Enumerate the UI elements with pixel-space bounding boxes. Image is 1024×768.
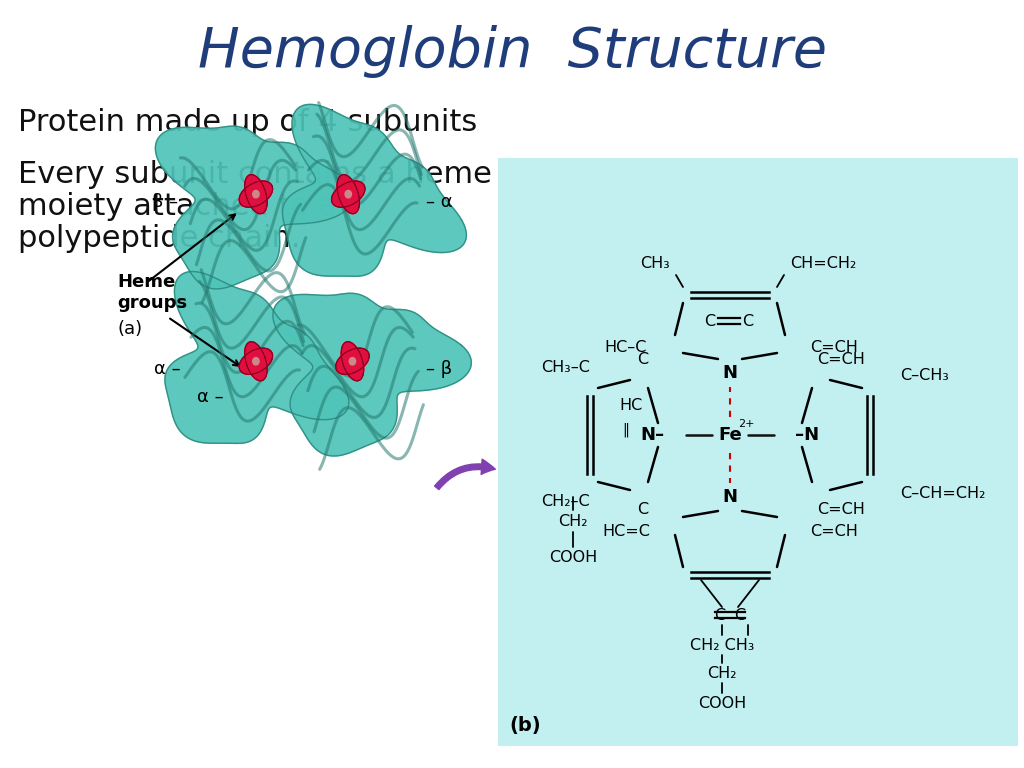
Text: – α: – α [426, 193, 453, 210]
Text: Protein made up of 4 subunits: Protein made up of 4 subunits [18, 108, 477, 137]
Text: C: C [637, 502, 648, 518]
Polygon shape [337, 174, 359, 214]
Circle shape [253, 190, 259, 198]
Bar [498, 158, 1018, 746]
Polygon shape [336, 348, 369, 374]
Text: CH₂–C: CH₂–C [542, 495, 590, 509]
Text: Every subunit contains a heme: Every subunit contains a heme [18, 160, 492, 189]
Circle shape [345, 190, 351, 198]
Polygon shape [245, 342, 267, 381]
Text: C=CH: C=CH [810, 340, 858, 356]
Text: CH₂: CH₂ [558, 515, 588, 529]
Text: N: N [723, 364, 737, 382]
Polygon shape [341, 342, 364, 381]
Text: C=CH: C=CH [817, 502, 865, 518]
Polygon shape [332, 181, 365, 207]
Text: polypeptide chain.: polypeptide chain. [18, 224, 300, 253]
Text: C–CH₃: C–CH₃ [900, 369, 949, 383]
Text: Heme
groups: Heme groups [118, 273, 187, 312]
Polygon shape [245, 174, 267, 214]
Polygon shape [240, 348, 272, 374]
Text: N–: N– [641, 426, 665, 444]
Text: C: C [734, 607, 745, 623]
Text: COOH: COOH [698, 696, 746, 710]
Polygon shape [337, 174, 359, 214]
Text: C: C [705, 313, 716, 329]
Text: C–CH=CH₂: C–CH=CH₂ [900, 486, 985, 502]
Text: CH₃–C: CH₃–C [541, 360, 590, 376]
Text: CH₂: CH₂ [708, 666, 736, 680]
Text: C=CH: C=CH [817, 353, 865, 368]
Circle shape [253, 358, 259, 365]
Text: ‖: ‖ [623, 422, 630, 437]
Polygon shape [332, 181, 365, 207]
Text: Hemoglobin  Structure: Hemoglobin Structure [198, 25, 826, 78]
Text: CH₃: CH₃ [640, 256, 670, 270]
Polygon shape [341, 342, 364, 381]
Text: C: C [715, 607, 726, 623]
Text: HC: HC [620, 398, 643, 412]
Text: (a): (a) [118, 320, 142, 339]
Text: 2+: 2+ [737, 419, 755, 429]
Text: COOH: COOH [549, 549, 597, 564]
Polygon shape [165, 272, 349, 443]
Text: N: N [723, 488, 737, 506]
Text: C: C [637, 353, 648, 368]
Polygon shape [240, 181, 272, 207]
Polygon shape [273, 293, 471, 456]
Polygon shape [156, 126, 353, 289]
Polygon shape [240, 348, 272, 374]
Polygon shape [245, 342, 267, 381]
Text: C=CH: C=CH [810, 525, 858, 539]
Text: β –: β – [153, 193, 178, 210]
Text: Fe: Fe [718, 426, 741, 444]
Text: HC=C: HC=C [602, 525, 650, 539]
Polygon shape [245, 174, 267, 214]
Text: – β: – β [426, 359, 452, 378]
Polygon shape [283, 104, 466, 276]
Text: α –: α – [154, 359, 180, 378]
FancyArrowPatch shape [434, 459, 496, 489]
Circle shape [349, 358, 355, 365]
Polygon shape [336, 348, 369, 374]
Text: α –: α – [197, 388, 224, 406]
Text: (b): (b) [509, 716, 541, 734]
Text: CH₂ CH₃: CH₂ CH₃ [690, 637, 755, 653]
Polygon shape [240, 181, 272, 207]
Text: –N: –N [795, 426, 819, 444]
Text: C: C [742, 313, 754, 329]
Text: CH=CH₂: CH=CH₂ [790, 256, 856, 270]
Text: HC–C: HC–C [604, 340, 647, 356]
Text: moiety attached to a: moiety attached to a [18, 192, 338, 221]
